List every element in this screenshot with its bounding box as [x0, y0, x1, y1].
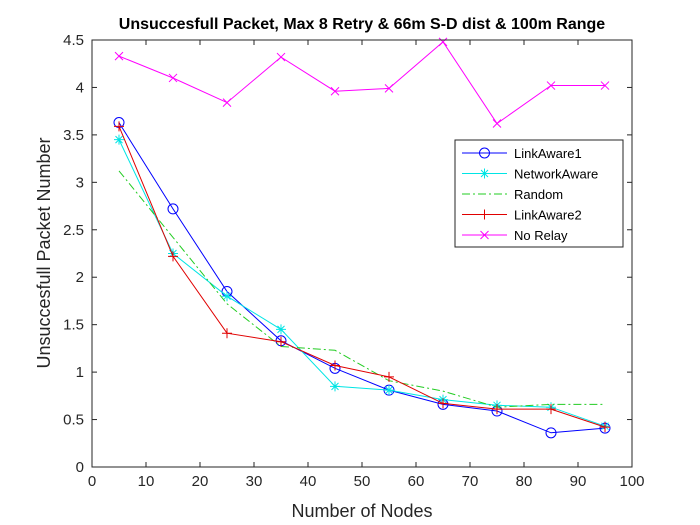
legend-label-linkaware1: LinkAware1 [514, 146, 582, 161]
y-tick-label: 4.5 [63, 32, 84, 49]
x-tick-label: 20 [192, 473, 209, 490]
x-tick-label: 30 [246, 473, 263, 490]
data-point-no-relay [546, 81, 556, 90]
data-point-no-relay [222, 98, 232, 107]
series-layer [113, 37, 611, 439]
data-point-no-relay [276, 52, 286, 62]
legend-label-random: Random [514, 187, 563, 202]
series-line-linkaware1 [118, 122, 606, 434]
y-tick-label: 0 [76, 459, 84, 476]
data-point-linkaware2 [114, 121, 124, 132]
data-point-linkaware2 [546, 404, 556, 415]
data-point-linkaware2 [492, 404, 502, 415]
y-tick-label: 0.5 [63, 412, 84, 429]
legend-label-no-relay: No Relay [514, 228, 568, 243]
data-point-no-relay [168, 73, 178, 83]
data-point-linkaware2 [384, 371, 394, 382]
x-tick-label: 80 [516, 473, 533, 490]
data-point-linkaware2 [600, 422, 610, 433]
legend: LinkAware1 NetworkAware Random LinkAware2 No… [454, 139, 624, 248]
data-point-no-relay [438, 37, 448, 47]
series-line-no-relay [118, 41, 605, 125]
legend-marker-linkaware1 [479, 147, 490, 159]
y-tick-label: 3 [76, 174, 84, 191]
data-point-networkaware [114, 134, 124, 145]
series-random [118, 170, 605, 408]
legend-marker-networkaware [479, 168, 490, 179]
x-tick-label: 50 [354, 473, 371, 490]
data-point-linkaware1 [167, 203, 179, 215]
series-linkaware2 [114, 121, 610, 433]
y-tick-label: 2 [76, 269, 84, 286]
series-line-networkaware [118, 139, 606, 427]
data-point-linkaware2 [222, 328, 232, 339]
plot-frame [91, 39, 633, 468]
data-point-no-relay [600, 81, 610, 90]
data-point-linkaware1 [545, 427, 557, 439]
x-axis-ticks: 0 10 20 30 40 50 60 70 80 90 100 [88, 40, 645, 490]
series-line-random [118, 170, 605, 408]
data-point-networkaware [222, 291, 232, 302]
legend-label-linkaware2: LinkAware2 [514, 208, 582, 223]
y-axis-ticks: 0 0.5 1 1.5 2 2.5 3 3.5 4 4.5 [63, 32, 632, 476]
data-point-no-relay [492, 119, 502, 128]
x-tick-label: 10 [138, 473, 155, 490]
legend-marker-no-relay [480, 230, 489, 240]
data-point-no-relay [330, 86, 340, 96]
data-point-networkaware [276, 324, 286, 335]
data-point-networkaware [384, 385, 394, 396]
legend-label-networkaware: NetworkAware [514, 167, 598, 182]
data-point-linkaware2 [330, 360, 340, 371]
y-axis-label: Unsuccesfull Packet Number [34, 137, 54, 368]
y-tick-label: 1 [76, 364, 84, 381]
data-point-linkaware2 [438, 398, 448, 409]
y-tick-label: 4 [76, 79, 84, 96]
data-point-linkaware2 [276, 336, 286, 347]
y-tick-label: 2.5 [63, 222, 84, 239]
data-point-linkaware2 [168, 251, 178, 262]
plot-area [92, 40, 632, 467]
series-no-relay [114, 37, 610, 128]
x-tick-label: 90 [570, 473, 587, 490]
x-tick-label: 60 [408, 473, 425, 490]
x-tick-label: 0 [88, 473, 96, 490]
x-axis-label: Number of Nodes [291, 501, 432, 521]
data-point-networkaware [330, 381, 340, 392]
y-tick-label: 3.5 [63, 127, 84, 144]
series-line-linkaware2 [118, 126, 606, 428]
chart-title: Unsuccesfull Packet, Max 8 Retry & 66m S… [119, 16, 606, 33]
y-tick-label: 1.5 [63, 317, 84, 334]
data-point-no-relay [384, 84, 394, 93]
x-tick-label: 40 [300, 473, 317, 490]
x-tick-label: 70 [462, 473, 479, 490]
data-point-no-relay [114, 51, 124, 61]
legend-marker-linkaware2 [479, 209, 490, 220]
x-tick-label: 100 [619, 473, 644, 490]
